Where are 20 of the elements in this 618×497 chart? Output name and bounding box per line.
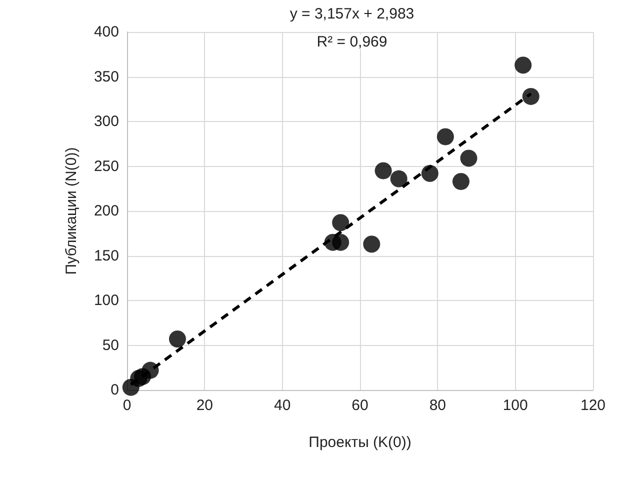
- y-tick-label: 100: [94, 292, 119, 309]
- y-tick-label: 150: [94, 247, 119, 264]
- y-axis-title: Публикации (N(0)): [63, 147, 80, 275]
- y-tick-label: 350: [94, 68, 119, 86]
- y-tick-label: 0: [110, 382, 119, 398]
- y-tick-label: 50: [102, 336, 119, 354]
- y-tick-label: 200: [94, 202, 119, 220]
- x-tick-label: 100: [502, 397, 528, 414]
- y-tick-label: 250: [94, 158, 119, 175]
- x-tick-label: 40: [274, 397, 291, 414]
- x-tick-label: 80: [429, 397, 446, 414]
- x-tick-label: 0: [122, 397, 132, 414]
- x-tick-label: 120: [580, 397, 606, 414]
- x-tick-label: 20: [196, 397, 214, 414]
- y-tick-label: 300: [94, 113, 119, 130]
- text: y = 3,157x + 2,983: [290, 6, 414, 22]
- x-axis-title: Проекты (K(0)): [308, 434, 412, 451]
- y-tick-label: 400: [94, 24, 119, 40]
- x-tick-label: 60: [352, 397, 368, 414]
- annotation: R² = 0,969: [316, 34, 388, 50]
